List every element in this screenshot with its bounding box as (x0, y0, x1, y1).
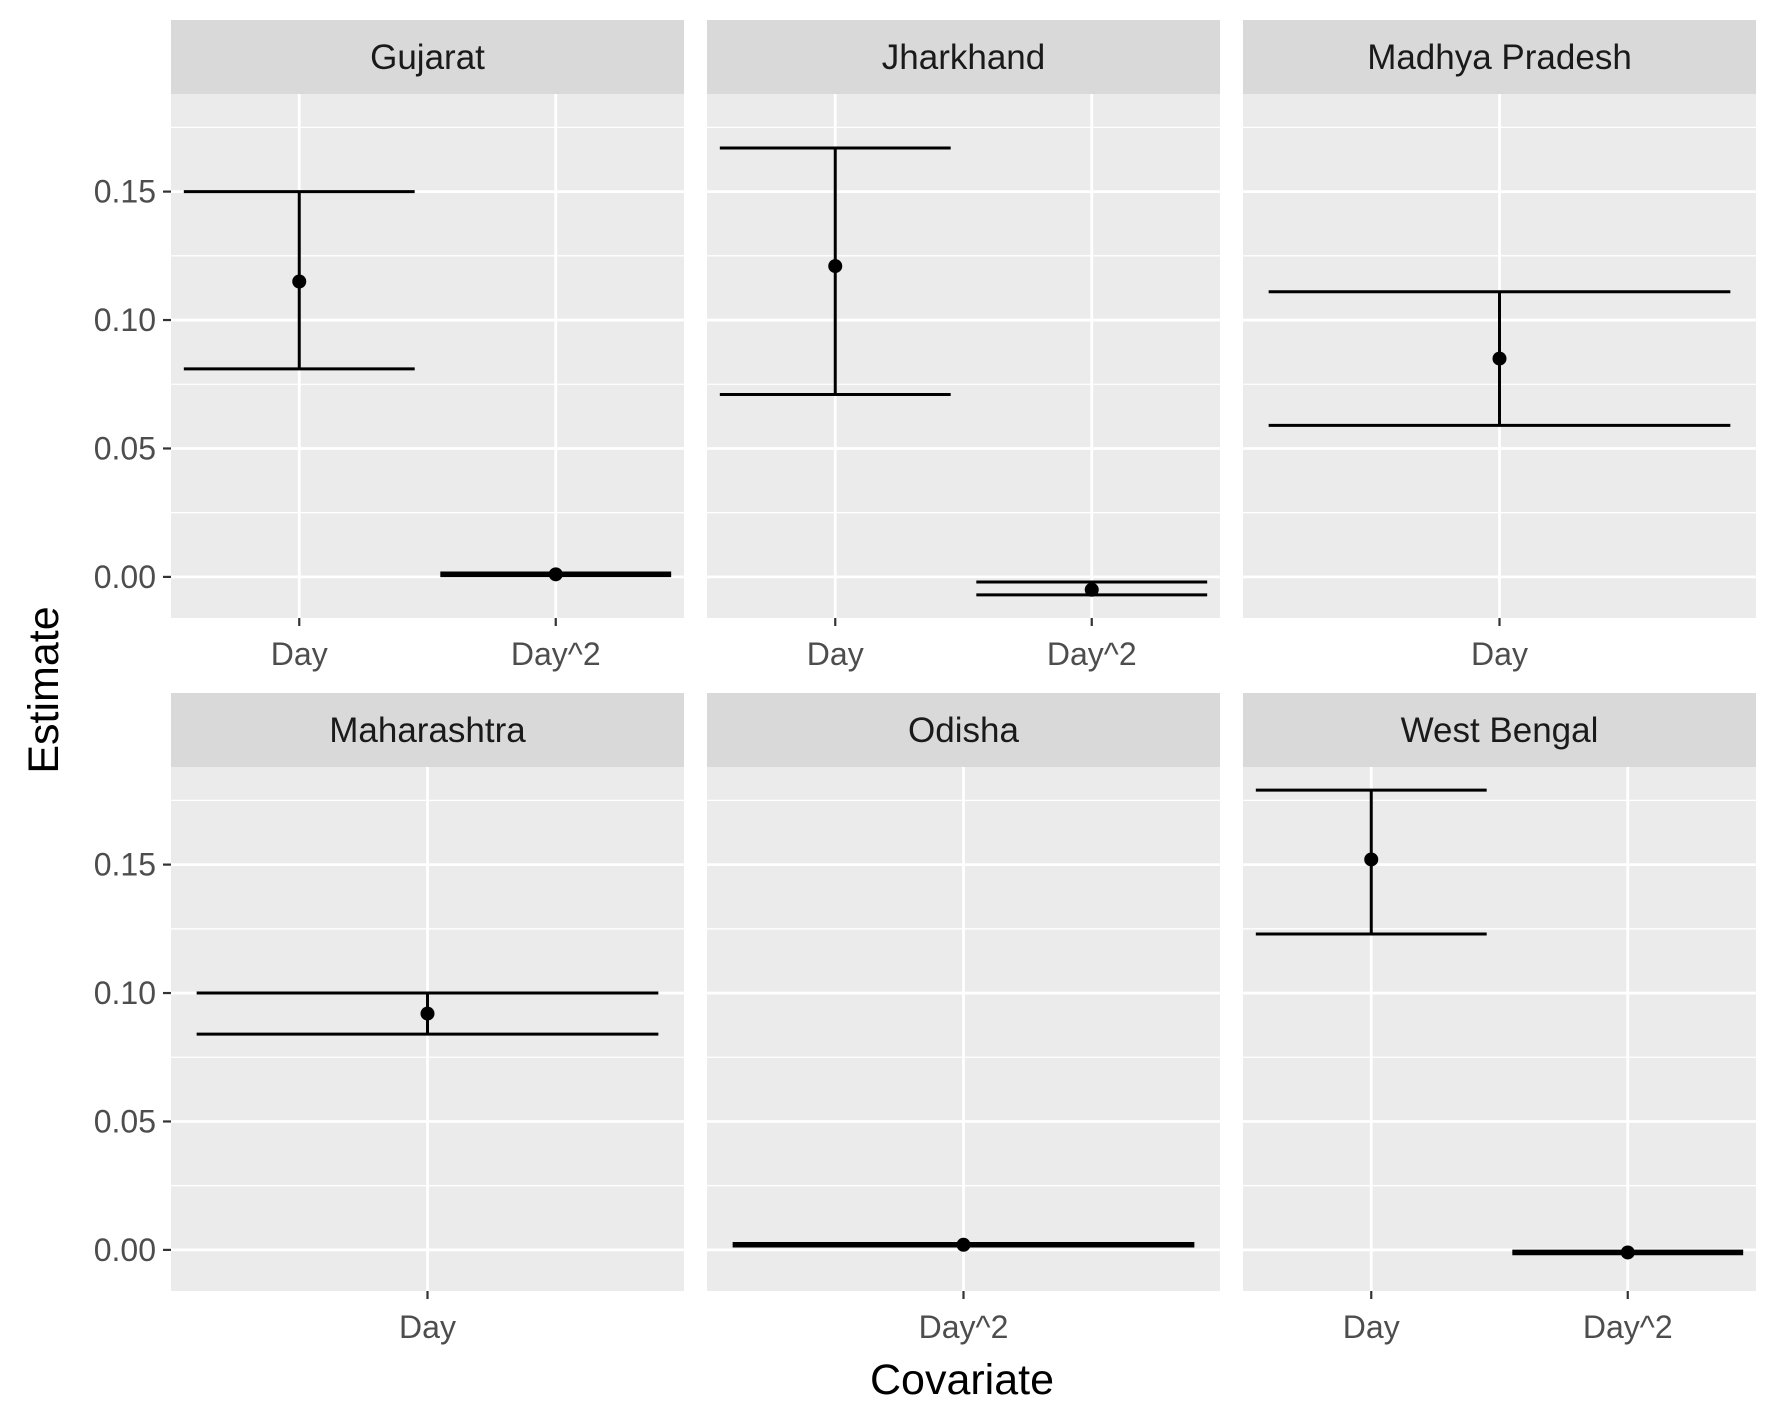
facet-panel-jharkhand: Jharkhand Day Day^2 (707, 20, 1220, 672)
x-tick-label: Day^2 (919, 1309, 1009, 1345)
x-tick-label: Day (1343, 1309, 1400, 1345)
facet-panel-madhya-pradesh: Madhya Pradesh Day (1243, 20, 1756, 672)
facet-panel-gujarat: Gujarat 0.00 0.05 0.10 0.15 Day Day^2 (94, 20, 684, 672)
facet-strip-label: Maharashtra (329, 711, 526, 750)
facet-strip-label: Gujarat (370, 38, 485, 77)
estimate-point (292, 274, 307, 289)
facet-strip-label: Madhya Pradesh (1367, 38, 1632, 77)
panel-background (171, 94, 684, 618)
x-tick-label: Day^2 (1583, 1309, 1673, 1345)
facet-strip (1243, 693, 1756, 767)
facet-strip (171, 20, 684, 94)
facet-panel-maharashtra: Maharashtra 0.00 0.05 0.10 0.15 Day (94, 693, 684, 1345)
estimate-point (1084, 582, 1099, 597)
facet-strip (707, 693, 1220, 767)
facet-strip (171, 693, 684, 767)
estimate-point (420, 1006, 435, 1021)
facet-strip (1243, 20, 1756, 94)
x-tick-label: Day (271, 636, 328, 672)
y-tick-label: 0.15 (94, 174, 156, 210)
facet-strip-label: Jharkhand (882, 38, 1045, 77)
x-tick-label: Day^2 (1047, 636, 1137, 672)
y-axis-title: Estimate (20, 606, 68, 773)
x-axis-title: Covariate (870, 1356, 1054, 1404)
y-tick-label: 0.00 (94, 1232, 156, 1268)
estimate-point (956, 1237, 971, 1252)
facet-panel-odisha: Odisha Day^2 (707, 693, 1220, 1345)
estimate-point (1492, 351, 1507, 366)
estimate-point (1620, 1245, 1635, 1260)
estimate-point (1364, 852, 1379, 867)
panel-background (1243, 767, 1756, 1291)
y-tick-label: 0.15 (94, 847, 156, 883)
estimate-point (828, 259, 843, 274)
estimate-point (548, 567, 563, 582)
x-tick-label: Day (1471, 636, 1528, 672)
facet-strip (707, 20, 1220, 94)
facet-panel-west-bengal: West Bengal Day Day^2 (1243, 693, 1756, 1345)
y-tick-label: 0.05 (94, 430, 156, 466)
facet-strip-label: Odisha (908, 711, 1019, 750)
y-tick-label: 0.10 (94, 302, 156, 338)
y-tick-label: 0.00 (94, 559, 156, 595)
facet-strip-label: West Bengal (1401, 711, 1599, 750)
x-tick-label: Day (399, 1309, 456, 1345)
x-tick-label: Day (807, 636, 864, 672)
panel-background (707, 94, 1220, 618)
y-tick-label: 0.10 (94, 975, 156, 1011)
y-tick-label: 0.05 (94, 1103, 156, 1139)
x-tick-label: Day^2 (511, 636, 601, 672)
